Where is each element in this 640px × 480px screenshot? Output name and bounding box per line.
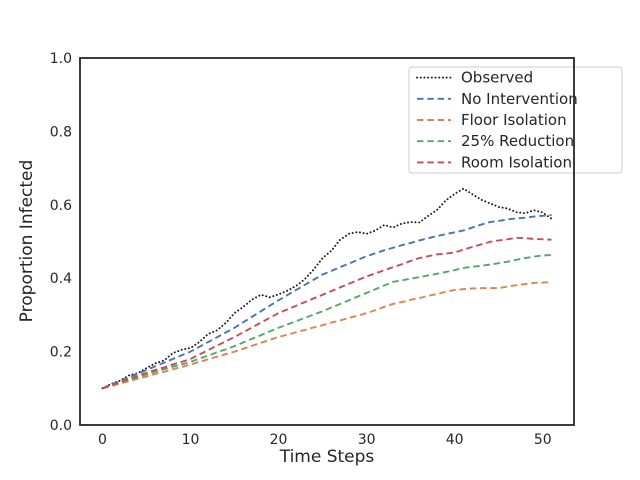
axes-spines [79, 57, 575, 426]
x-tick-label: 0 [98, 432, 107, 448]
legend-label: No Intervention [461, 90, 578, 108]
y-tick-label: 0.6 [50, 198, 72, 214]
series-line-floor-isolation [102, 280, 552, 390]
x-tick-label: 20 [270, 432, 288, 448]
series-line-25-reduction [102, 254, 552, 390]
x-tick-label: 10 [182, 432, 200, 448]
y-tick-label: 0.0 [50, 418, 72, 434]
x-axis-title: Time Steps [279, 447, 375, 467]
y-tick-label: 0.2 [50, 345, 72, 361]
series-line-no-intervention [102, 214, 552, 390]
y-tick-label: 1.0 [50, 51, 72, 67]
x-tick-label: 50 [534, 432, 552, 448]
series-line-observed [101, 187, 553, 390]
legend-box [408, 66, 623, 174]
y-tick-label: 0.8 [50, 124, 72, 140]
series-line-room-isolation [102, 236, 552, 390]
x-tick-label: 30 [358, 432, 376, 448]
legend-label: Room Isolation [461, 153, 572, 171]
y-tick-label: 0.4 [50, 271, 72, 287]
y-axis-title: Proportion Infected [17, 159, 37, 323]
legend-label: 25% Reduction [461, 132, 574, 150]
x-tick-label: 40 [446, 432, 464, 448]
legend-label: Floor Isolation [461, 111, 567, 129]
legend-label: Observed [461, 69, 533, 87]
